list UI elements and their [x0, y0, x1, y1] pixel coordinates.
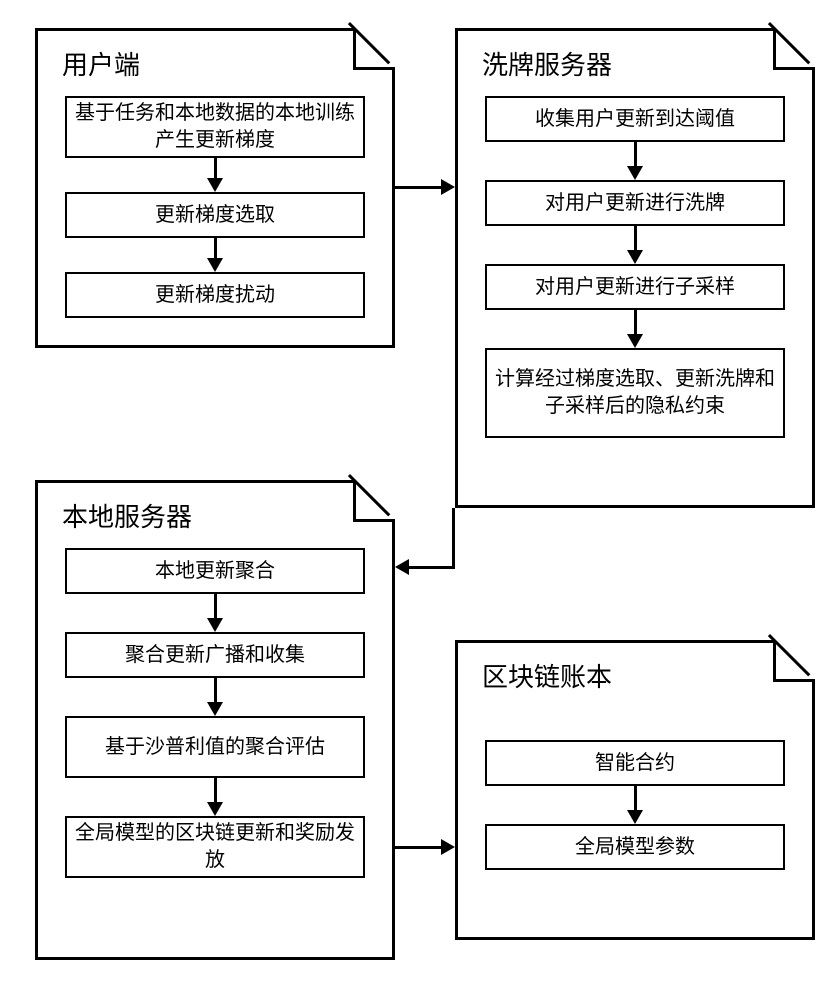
arrow-l2-l3-head: [207, 702, 223, 716]
arrow-b1-b2-head: [627, 810, 643, 824]
arrow-c1-c2: [214, 158, 217, 180]
arrow-client-shuffle: [395, 186, 443, 189]
step-s3: 对用户更新进行子采样: [485, 264, 785, 310]
step-s2: 对用户更新进行洗牌: [485, 180, 785, 226]
step-s4: 计算经过梯度选取、更新洗牌和子采样后的隐私约束: [485, 348, 785, 438]
arrow-client-shuffle-head: [441, 179, 455, 195]
step-l2: 聚合更新广播和收集: [65, 632, 365, 678]
arrow-local-ledger: [395, 846, 443, 849]
arrow-s3-s4-head: [627, 334, 643, 348]
module-client-title: 用户端: [62, 45, 140, 82]
step-b1: 智能合约: [485, 740, 785, 786]
step-l1: 本地更新聚合: [65, 548, 365, 594]
module-shuffle-title: 洗牌服务器: [482, 45, 612, 82]
step-l3: 基于沙普利值的聚合评估: [65, 716, 365, 778]
step-c1: 基于任务和本地数据的本地训练产生更新梯度: [65, 96, 365, 158]
module-local-title: 本地服务器: [62, 497, 192, 534]
arrow-c1-c2-head: [207, 178, 223, 192]
step-c3: 更新梯度扰动: [65, 272, 365, 318]
arrow-shuffle-local: [409, 566, 455, 569]
arrow-local-ledger-head: [441, 839, 455, 855]
arrow-s1-s2-head: [627, 166, 643, 180]
step-l4: 全局模型的区块链更新和奖励发放: [65, 816, 365, 878]
step-s1: 收集用户更新到达阈值: [485, 96, 785, 142]
arrow-c2-c3-head: [207, 258, 223, 272]
module-notch: [353, 480, 395, 522]
arrow-c2-c3: [214, 238, 217, 260]
arrow-l3-l4-head: [207, 802, 223, 816]
diagram-canvas: 用户端 基于任务和本地数据的本地训练产生更新梯度 更新梯度选取 更新梯度扰动 洗…: [20, 20, 817, 980]
arrow-s1-s2: [634, 142, 637, 168]
module-ledger-title: 区块链账本: [482, 657, 612, 694]
module-notch: [773, 28, 815, 70]
step-c2: 更新梯度选取: [65, 192, 365, 238]
module-notch: [773, 640, 815, 682]
arrow-l1-l2: [214, 594, 217, 620]
arrow-s2-s3: [634, 226, 637, 252]
arrow-shuffle-local-head: [395, 559, 409, 575]
arrow-b1-b2: [634, 786, 637, 812]
arrow-l3-l4: [214, 778, 217, 804]
step-b2: 全局模型参数: [485, 824, 785, 870]
arrow-l2-l3: [214, 678, 217, 704]
arrow-s2-s3-head: [627, 250, 643, 264]
module-notch: [353, 28, 395, 70]
arrow-shuffle-local-vert: [452, 508, 455, 569]
arrow-s3-s4: [634, 310, 637, 336]
arrow-l1-l2-head: [207, 618, 223, 632]
